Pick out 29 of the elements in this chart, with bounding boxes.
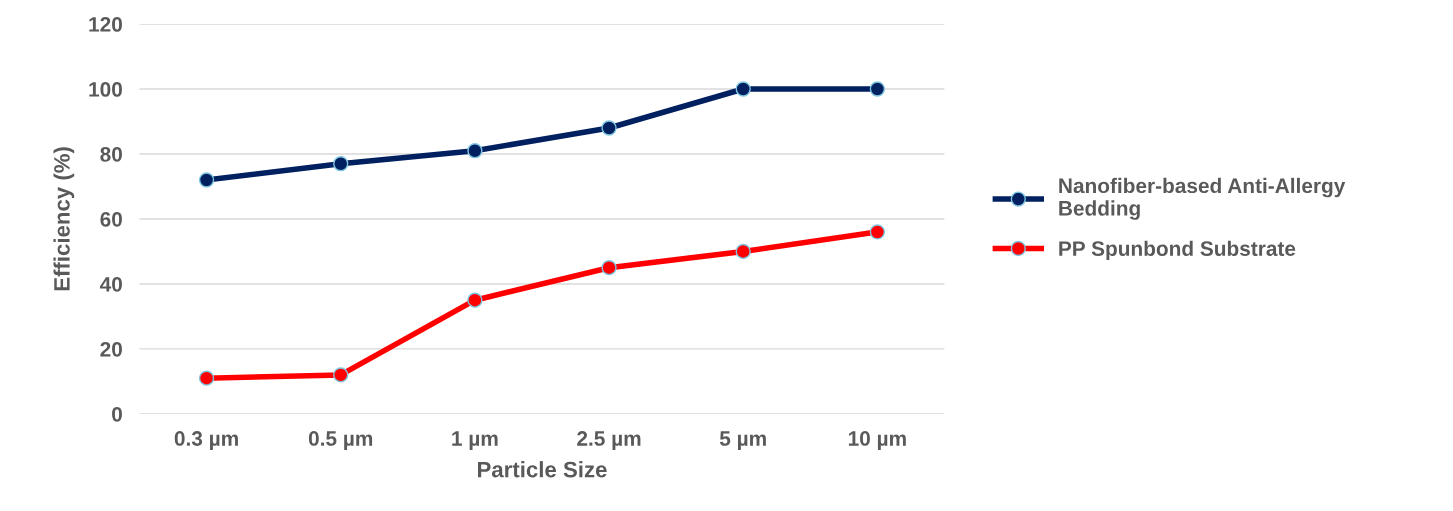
y-tick-label: 0	[112, 406, 122, 422]
x-tick-label: 5 µm	[719, 431, 766, 450]
y-tick-label: 120	[89, 17, 122, 32]
y-tick-label: 60	[100, 211, 122, 227]
y-tick-label: 40	[99, 276, 122, 292]
point	[869, 81, 886, 97]
point	[735, 243, 751, 260]
point	[198, 370, 215, 386]
point	[333, 156, 349, 172]
x-tick-label: 2.5 µm	[577, 431, 641, 450]
point	[467, 292, 483, 308]
x-axis-title: Particle Size	[477, 461, 607, 478]
point	[198, 172, 215, 188]
y-axis-title: Efficiency (%)	[53, 147, 75, 291]
x-tick-label: 1 µm	[452, 431, 498, 450]
x-tick-label: 10 µm	[848, 431, 906, 450]
y-tick-label: 80	[100, 146, 122, 162]
point	[467, 143, 483, 159]
point	[601, 120, 617, 136]
y-tick-label: 20	[100, 341, 122, 357]
point	[869, 224, 886, 240]
legend-label: PP Spunbond Substrate	[1059, 240, 1296, 261]
point	[333, 367, 349, 383]
y-tick-label: 100	[89, 82, 122, 97]
point	[735, 81, 751, 97]
x-tick-label: 0.3 µm	[174, 431, 238, 450]
legend-label: Nanofiber-based Anti-Allergy Bedding	[1059, 177, 1346, 220]
point	[601, 260, 617, 276]
x-tick-label: 0.5 µm	[308, 431, 373, 450]
